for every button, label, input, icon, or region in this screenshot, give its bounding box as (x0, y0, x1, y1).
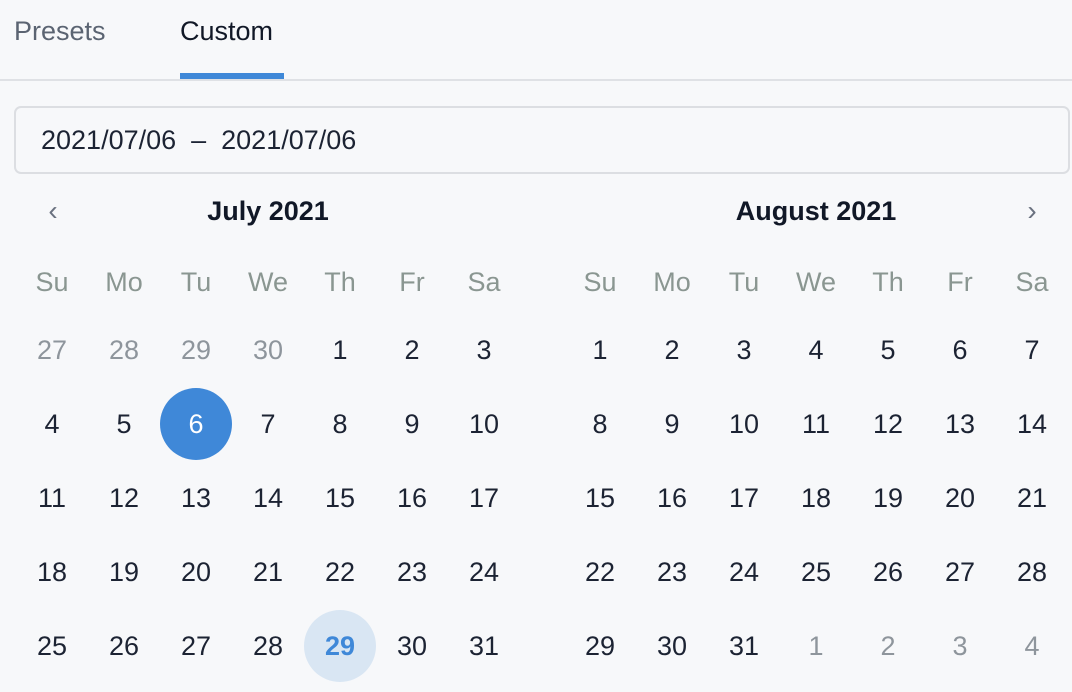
day-cell[interactable]: 1 (808, 631, 824, 661)
day-cell[interactable]: 8 (332, 409, 348, 439)
day-cell[interactable]: 10 (728, 409, 760, 439)
day-cell[interactable]: 13 (944, 409, 976, 439)
day-cell[interactable]: 28 (252, 631, 284, 661)
day-cell[interactable]: 2 (404, 335, 420, 365)
day-cell[interactable]: 1 (592, 335, 608, 365)
day-cell[interactable]: 30 (396, 631, 428, 661)
month-title-july: July 2021 (207, 196, 329, 226)
chevron-left-icon[interactable]: ‹ (48, 195, 58, 226)
day-cell[interactable]: 8 (592, 409, 608, 439)
day-cell[interactable]: 27 (36, 335, 68, 365)
day-cell[interactable]: 25 (800, 557, 832, 587)
day-cell[interactable]: 10 (468, 409, 500, 439)
day-cell[interactable]: 3 (476, 335, 492, 365)
tab-presets[interactable]: Presets (14, 16, 106, 46)
day-cell[interactable]: 1 (332, 335, 348, 365)
tab-custom[interactable]: Custom (180, 16, 274, 46)
weekday-label: Sa (467, 267, 501, 297)
day-cell[interactable]: 18 (800, 483, 832, 513)
day-cell[interactable]: 21 (1016, 483, 1048, 513)
day-cell[interactable]: 16 (396, 483, 428, 513)
day-cell[interactable]: 7 (1024, 335, 1040, 365)
active-tab-indicator (180, 73, 284, 79)
day-cell[interactable]: 20 (180, 557, 212, 587)
day-cell[interactable]: 23 (396, 557, 428, 587)
day-cell[interactable]: 21 (252, 557, 284, 587)
day-cell[interactable]: 27 (944, 557, 976, 587)
day-cell[interactable]: 3 (952, 631, 968, 661)
day-cell[interactable]: 20 (944, 483, 976, 513)
weekday-label: Tu (180, 267, 212, 297)
day-cell[interactable]: 29 (180, 335, 212, 365)
day-cell-today[interactable]: 29 (304, 610, 376, 682)
day-cell[interactable]: 31 (468, 631, 500, 661)
day-cell[interactable]: 28 (108, 335, 140, 365)
weekday-label: We (247, 267, 288, 297)
day-cell[interactable]: 18 (36, 557, 68, 587)
day-cell[interactable]: 9 (664, 409, 680, 439)
weekday-label: Su (583, 267, 617, 297)
day-cell[interactable]: 2 (664, 335, 680, 365)
day-cell[interactable]: 27 (180, 631, 212, 661)
day-cell[interactable]: 15 (324, 483, 356, 513)
day-cell[interactable]: 19 (108, 557, 140, 587)
weekday-label: Th (872, 267, 904, 297)
day-cell[interactable]: 17 (728, 483, 760, 513)
day-cell[interactable]: 29 (584, 631, 616, 661)
day-cell[interactable]: 7 (260, 409, 276, 439)
day-cell[interactable]: 31 (728, 631, 760, 661)
day-cell[interactable]: 4 (1024, 631, 1040, 661)
weekday-label: Th (324, 267, 356, 297)
day-cell[interactable]: 16 (656, 483, 688, 513)
day-cell[interactable]: 4 (44, 409, 60, 439)
day-cell[interactable]: 26 (872, 557, 904, 587)
weekday-label: We (795, 267, 836, 297)
day-cell[interactable]: 24 (468, 557, 500, 587)
day-cell[interactable]: 4 (808, 335, 824, 365)
day-cell[interactable]: 22 (584, 557, 616, 587)
day-cell[interactable]: 23 (656, 557, 688, 587)
day-cell[interactable]: 24 (728, 557, 760, 587)
weekday-label: Mo (105, 267, 143, 297)
day-cell[interactable]: 19 (872, 483, 904, 513)
weekday-label: Tu (728, 267, 760, 297)
day-cell[interactable]: 9 (404, 409, 420, 439)
chevron-right-icon[interactable]: › (1027, 195, 1037, 226)
day-cell[interactable]: 12 (872, 409, 904, 439)
day-cell[interactable]: 15 (584, 483, 616, 513)
weekday-label: Fr (947, 267, 973, 297)
day-cell[interactable]: 5 (880, 335, 896, 365)
weekday-label: Sa (1015, 267, 1049, 297)
tabs-divider (0, 79, 1072, 81)
month-title-august: August 2021 (735, 196, 897, 226)
day-cell[interactable]: 22 (324, 557, 356, 587)
day-cell[interactable]: 3 (736, 335, 752, 365)
day-cell[interactable]: 12 (108, 483, 140, 513)
weekday-label: Su (35, 267, 69, 297)
day-cell[interactable]: 6 (952, 335, 968, 365)
day-cell[interactable]: 25 (36, 631, 68, 661)
day-cell[interactable]: 5 (116, 409, 132, 439)
day-cell[interactable]: 30 (252, 335, 284, 365)
day-cell[interactable]: 2 (880, 631, 896, 661)
day-cell[interactable]: 14 (1016, 409, 1048, 439)
day-cell[interactable]: 11 (801, 409, 831, 439)
weekday-label: Fr (399, 267, 425, 297)
weekday-label: Mo (653, 267, 691, 297)
day-cell[interactable]: 28 (1016, 557, 1048, 587)
day-cell[interactable]: 26 (108, 631, 140, 661)
date-range-value: 2021/07/06 – 2021/07/06 (41, 125, 357, 155)
day-cell[interactable]: 11 (37, 483, 67, 513)
day-cell[interactable]: 17 (468, 483, 500, 513)
day-cell[interactable]: 30 (656, 631, 688, 661)
day-cell[interactable]: 13 (180, 483, 212, 513)
day-cell-selected[interactable]: 6 (160, 388, 232, 460)
date-range-input[interactable]: 2021/07/06 – 2021/07/06 (14, 106, 1070, 174)
day-cell[interactable]: 14 (252, 483, 284, 513)
